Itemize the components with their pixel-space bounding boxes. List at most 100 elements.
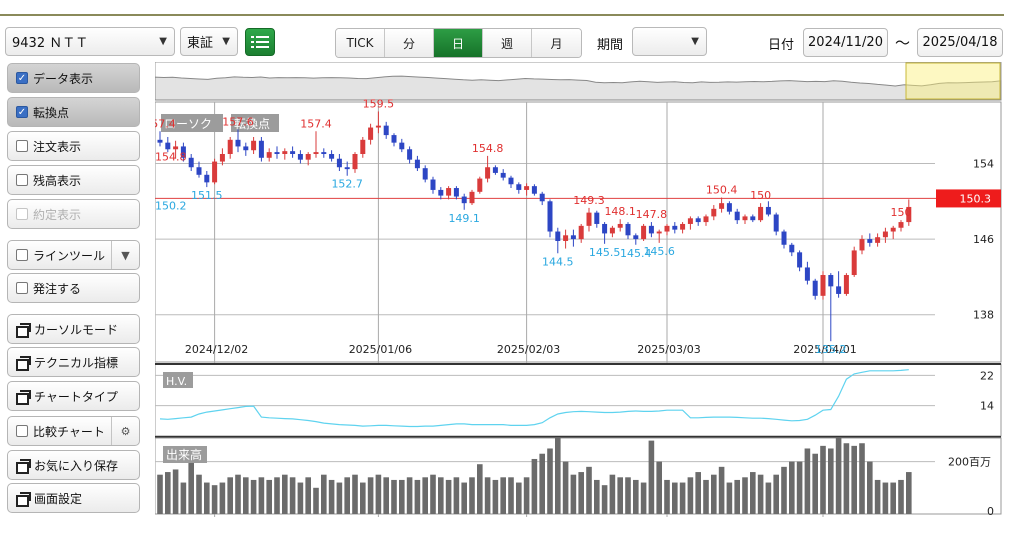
sidebar-item-chart-type[interactable]: チャートタイプ bbox=[7, 381, 140, 411]
sidebar-item-order-display[interactable]: 注文表示 bbox=[7, 131, 140, 161]
volume-bar bbox=[469, 477, 475, 514]
tab-day[interactable]: 日 bbox=[434, 29, 483, 57]
edge-label-low: 150.2 bbox=[155, 199, 187, 212]
turning-point-low: 145.5 bbox=[589, 246, 621, 259]
date-to-field[interactable]: 2025/04/18 bbox=[917, 28, 1003, 57]
volume-bar bbox=[874, 479, 881, 514]
sidebar-item-cursor-mode[interactable]: カーソルモード bbox=[7, 314, 140, 344]
volume-bar bbox=[219, 482, 226, 514]
volume-bar bbox=[328, 479, 335, 514]
tab-tick[interactable]: TICK bbox=[336, 29, 385, 57]
volume-bar bbox=[375, 474, 382, 514]
volume-bar bbox=[500, 477, 506, 514]
volume-bar bbox=[344, 477, 350, 514]
candle bbox=[609, 227, 615, 234]
candle bbox=[243, 146, 249, 151]
sidebar-item-turning-point[interactable]: ✓ 転換点 bbox=[7, 97, 140, 127]
volume-bar bbox=[882, 482, 889, 514]
volume-bar bbox=[211, 485, 218, 514]
sidebar-item-data-display[interactable]: ✓ データ表示 bbox=[7, 63, 140, 93]
candle bbox=[820, 275, 826, 296]
sidebar-item-balance-display[interactable]: 残高表示 bbox=[7, 165, 140, 195]
turning-point-high: 150 bbox=[891, 206, 912, 219]
candle bbox=[414, 159, 420, 169]
sidebar-item-screen-settings[interactable]: 画面設定 bbox=[7, 483, 140, 513]
navigator-range-selector bbox=[905, 62, 1001, 100]
candle bbox=[851, 250, 857, 276]
volume-bar bbox=[282, 474, 288, 514]
hv-line bbox=[159, 369, 909, 428]
checkbox-icon bbox=[16, 208, 28, 220]
candle bbox=[336, 158, 342, 168]
candle bbox=[407, 149, 413, 160]
hv-label-bg bbox=[163, 372, 193, 388]
candle bbox=[602, 223, 608, 234]
volume-bar bbox=[484, 477, 491, 514]
volume-bar bbox=[313, 487, 319, 514]
candle bbox=[734, 211, 740, 221]
turning-point-high: 154.8 bbox=[472, 142, 504, 155]
sidebar-item-save-favorite[interactable]: お気に入り保存 bbox=[7, 450, 140, 480]
tab-month[interactable]: 月 bbox=[532, 29, 581, 57]
volume-bar bbox=[492, 479, 499, 514]
volume-bar bbox=[391, 479, 397, 514]
volume-bar bbox=[734, 479, 740, 514]
sidebar-item-place-order[interactable]: 発注する bbox=[7, 273, 140, 303]
candle bbox=[648, 225, 654, 234]
volume-bar bbox=[235, 474, 241, 514]
volume-bar bbox=[656, 461, 662, 514]
sidebar-item-label: 比較チャート bbox=[33, 424, 105, 439]
candle bbox=[531, 186, 537, 194]
candle bbox=[196, 167, 202, 175]
volume-bar bbox=[586, 466, 592, 514]
candle bbox=[719, 203, 725, 209]
sidebar-item-label: 注文表示 bbox=[33, 139, 82, 154]
tab-week[interactable]: 週 bbox=[483, 29, 532, 57]
volume-bar bbox=[180, 482, 187, 514]
date-from-field[interactable]: 2024/11/20 bbox=[803, 28, 888, 57]
window-icon bbox=[16, 492, 31, 507]
volume-bar bbox=[321, 474, 327, 514]
turning-point-high: 157.4 bbox=[300, 117, 332, 130]
list-view-button[interactable] bbox=[245, 28, 275, 56]
sidebar-item-label: 発注する bbox=[33, 281, 82, 296]
volume-bar bbox=[414, 479, 421, 514]
tab-minute[interactable]: 分 bbox=[385, 29, 434, 57]
sidebar-item-compare-chart[interactable]: 比較チャート ⚙ bbox=[7, 416, 140, 446]
symbol-select[interactable]: 9432 ＮＴＴ ▼ bbox=[5, 27, 175, 56]
candle bbox=[422, 168, 428, 180]
candle bbox=[711, 208, 717, 217]
y-tick-label: 154 bbox=[973, 157, 994, 170]
gear-icon[interactable]: ⚙ bbox=[111, 417, 139, 445]
stock-chart[interactable]: 154 146 138 2024/12/02 2025/01/06 2025/02/03 2… bbox=[155, 62, 1003, 517]
candle bbox=[555, 231, 561, 241]
volume-bar bbox=[352, 474, 358, 514]
sidebar-item-technical-indicator[interactable]: テクニカル指標 bbox=[7, 347, 140, 377]
candle bbox=[297, 154, 303, 160]
candle bbox=[867, 239, 873, 243]
volume-bar bbox=[399, 479, 405, 514]
volume-bar bbox=[516, 482, 522, 514]
volume-bar bbox=[523, 477, 530, 514]
candle bbox=[446, 188, 452, 196]
volume-bar bbox=[422, 477, 428, 514]
turning-point-high: 150.4 bbox=[706, 183, 738, 196]
current-price-badge bbox=[936, 189, 1001, 208]
volume-bar bbox=[812, 453, 818, 514]
checkbox-checked-icon: ✓ bbox=[16, 72, 28, 84]
volume-bar bbox=[750, 472, 756, 514]
volume-bar bbox=[258, 477, 265, 514]
candle bbox=[773, 214, 779, 232]
sidebar-item-label: 約定表示 bbox=[33, 207, 82, 222]
turning-point-high: 157.4 bbox=[155, 117, 176, 130]
candle bbox=[477, 178, 483, 192]
period-select[interactable]: ▼ bbox=[632, 27, 707, 56]
window-icon bbox=[16, 459, 31, 474]
volume-bar bbox=[742, 477, 748, 514]
chevron-down-icon[interactable]: ▼ bbox=[111, 241, 139, 269]
volume-bar bbox=[172, 469, 179, 514]
volume-bar bbox=[703, 479, 709, 514]
market-select[interactable]: 東証 ▼ bbox=[180, 27, 238, 56]
sidebar-item-line-tool[interactable]: ラインツール ▼ bbox=[7, 240, 140, 270]
volume-bar bbox=[765, 482, 772, 514]
